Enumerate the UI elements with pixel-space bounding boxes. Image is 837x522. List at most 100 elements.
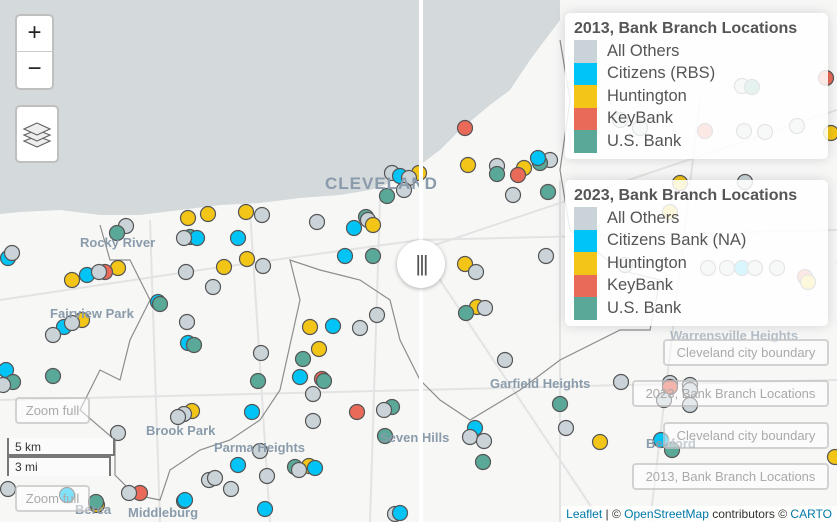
swipe-handle[interactable]: ||| [397,240,445,288]
branch-marker[interactable] [249,372,267,390]
branch-marker[interactable] [256,500,274,518]
branch-marker[interactable] [308,213,326,231]
branch-marker[interactable] [504,186,522,204]
branch-marker[interactable] [301,318,319,336]
branch-marker[interactable] [336,247,354,265]
branch-marker[interactable] [529,149,547,167]
branch-marker[interactable] [376,427,394,445]
branch-marker[interactable] [169,408,187,426]
toggle-2023-layer-button[interactable]: 2023, Bank Branch Locations [632,380,829,407]
branch-marker[interactable] [304,385,322,403]
zoom-out-button[interactable]: − [15,52,54,90]
branch-marker[interactable] [176,491,194,509]
branch-marker[interactable] [178,313,196,331]
branch-marker[interactable] [253,206,271,224]
branch-marker[interactable] [63,314,81,332]
branch-marker[interactable] [315,372,333,390]
branch-marker[interactable] [229,229,247,247]
branch-marker[interactable] [290,461,308,479]
branch-marker[interactable] [229,456,247,474]
branch-marker[interactable] [0,480,17,498]
branch-marker[interactable] [496,351,514,369]
branch-marker[interactable] [476,299,494,317]
branch-marker[interactable] [222,480,240,498]
branch-marker[interactable] [120,484,138,502]
branch-marker[interactable] [378,187,396,205]
branch-marker[interactable] [44,326,62,344]
branch-marker[interactable] [459,156,477,174]
branch-marker[interactable] [591,433,609,451]
branch-marker[interactable] [108,224,126,242]
branch-marker[interactable] [324,317,342,335]
branch-marker[interactable] [474,453,492,471]
branch-marker[interactable] [351,319,369,337]
branch-marker[interactable] [304,412,322,430]
branch-marker[interactable] [237,203,255,221]
branch-marker[interactable] [457,304,475,322]
zoom-in-button[interactable]: + [15,14,54,52]
swatch [574,229,597,252]
osm-link[interactable]: OpenStreetMap [624,507,709,521]
zoom-full-button[interactable]: Zoom full [15,485,90,512]
branch-marker[interactable] [391,504,409,522]
branch-marker[interactable] [826,448,837,466]
branch-marker[interactable] [310,340,328,358]
branch-marker[interactable] [375,401,393,419]
branch-marker[interactable] [306,459,324,477]
branch-marker[interactable] [395,181,413,199]
branch-marker[interactable] [3,244,21,262]
branch-marker[interactable] [456,255,474,273]
branch-marker[interactable] [175,229,193,247]
branch-marker[interactable] [557,419,575,437]
branch-marker[interactable] [364,216,382,234]
branch-marker[interactable] [368,306,386,324]
branch-marker[interactable] [488,165,506,183]
legend-label: Citizens Bank (NA) [607,231,747,250]
branch-marker[interactable] [456,119,474,137]
branch-marker[interactable] [238,250,256,268]
branch-marker[interactable] [44,367,62,385]
branch-marker[interactable] [537,247,555,265]
toggle-boundary-button[interactable]: Cleveland city boundary [663,339,829,366]
legend-label: KeyBank [607,109,674,128]
branch-marker[interactable] [252,344,270,362]
branch-marker[interactable] [0,376,12,394]
branch-marker[interactable] [199,205,217,223]
branch-marker[interactable] [258,467,276,485]
swatch [574,130,597,153]
branch-marker[interactable] [243,403,261,421]
carto-link[interactable]: CARTO [790,507,832,521]
branch-marker[interactable] [109,424,127,442]
branch-marker[interactable] [215,258,233,276]
toggle-2013-layer-button[interactable]: 2013, Bank Branch Locations [632,463,829,490]
branch-marker[interactable] [251,442,269,460]
branch-marker[interactable] [475,432,493,450]
branch-marker[interactable] [539,183,557,201]
branch-marker[interactable] [348,403,366,421]
zoom-full-button[interactable]: Zoom full [15,397,90,424]
toggle-boundary-button[interactable]: Cleveland city boundary [663,422,829,449]
branch-marker[interactable] [551,395,569,413]
branch-marker[interactable] [151,295,169,313]
layers-control-button[interactable] [15,105,59,163]
branch-marker[interactable] [364,247,382,265]
branch-marker[interactable] [90,263,108,281]
branch-marker[interactable] [461,428,479,446]
branch-marker[interactable] [345,219,363,237]
branch-marker[interactable] [509,166,527,184]
leaflet-link[interactable]: Leaflet [566,507,603,521]
branch-marker[interactable] [291,368,309,386]
legend-2013: 2013, Bank Branch Locations All Others C… [565,13,828,159]
branch-marker[interactable] [294,350,312,368]
scale-mi: 3 mi [15,460,38,474]
branch-marker[interactable] [206,469,224,487]
branch-marker[interactable] [254,257,272,275]
branch-marker[interactable] [612,373,630,391]
branch-marker[interactable] [179,209,197,227]
branch-marker[interactable] [204,278,222,296]
branch-marker[interactable] [185,336,203,354]
town-label: Brook Park [146,423,216,438]
branch-marker[interactable] [467,263,485,281]
branch-marker[interactable] [63,271,81,289]
branch-marker[interactable] [177,263,195,281]
